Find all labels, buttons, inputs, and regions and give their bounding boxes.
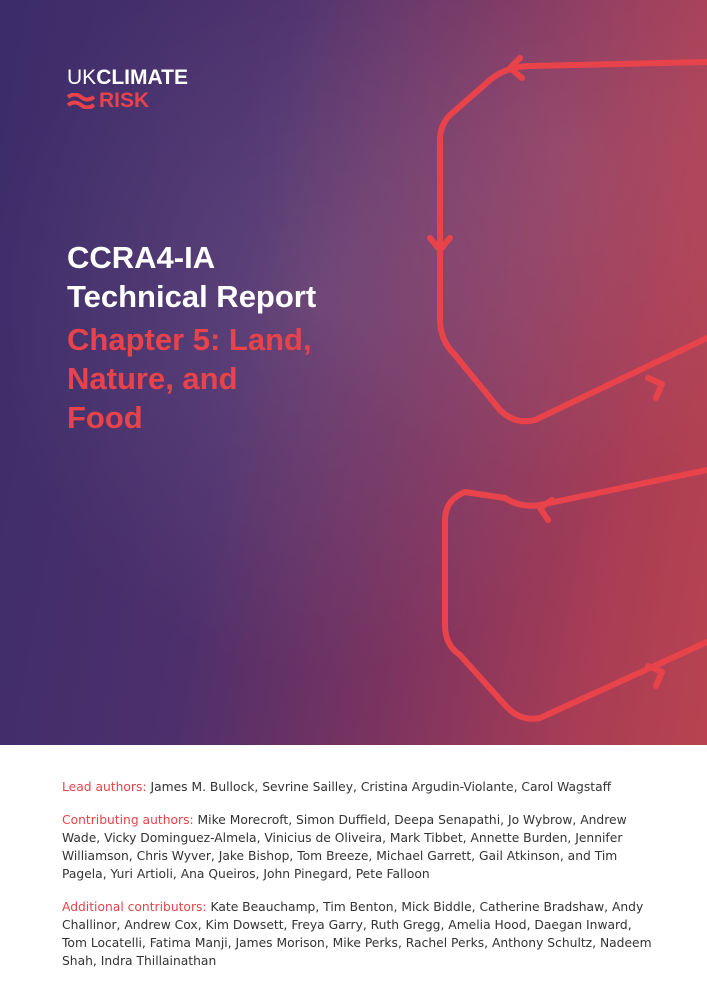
credit-names: Kate Beauchamp, Tim Benton, Mick Biddle,… [62,900,652,968]
logo-climate: CLIMATE [96,66,188,89]
arrow-graphic [427,55,707,722]
title-line: CCRA4-IA [67,240,216,275]
logo: UKCLIMATE RISK [67,66,188,112]
credit-entry: Lead authors: James M. Bullock, Sevrine … [62,778,652,796]
logo-uk: UK [67,66,97,89]
chapter-line: Chapter 5: Land, [67,322,312,357]
credit-label: Additional contributors: [62,900,207,914]
logo-risk: RISK [99,89,150,112]
logo-icon [67,92,95,109]
credit-entry: Contributing authors: Mike Morecroft, Si… [62,811,652,883]
credit-names: James M. Bullock, Sevrine Sailley, Crist… [150,780,612,794]
credit-label: Contributing authors: [62,813,194,827]
cover-image: UKCLIMATE RISK CCRA4-IA Technical Report … [0,0,707,745]
credit-names: Mike Morecroft, Simon Duffield, Deepa Se… [62,813,627,881]
title-line: Technical Report [67,279,317,314]
chapter-title: Chapter 5: Land, Nature, and Food [67,320,312,437]
chapter-line: Food [67,400,143,435]
chapter-line: Nature, and [67,361,238,396]
credit-entry: Additional contributors: Kate Beauchamp,… [62,898,652,970]
title: CCRA4-IA Technical Report [67,238,316,316]
credits: Lead authors: James M. Bullock, Sevrine … [62,778,652,985]
credit-label: Lead authors: [62,780,147,794]
